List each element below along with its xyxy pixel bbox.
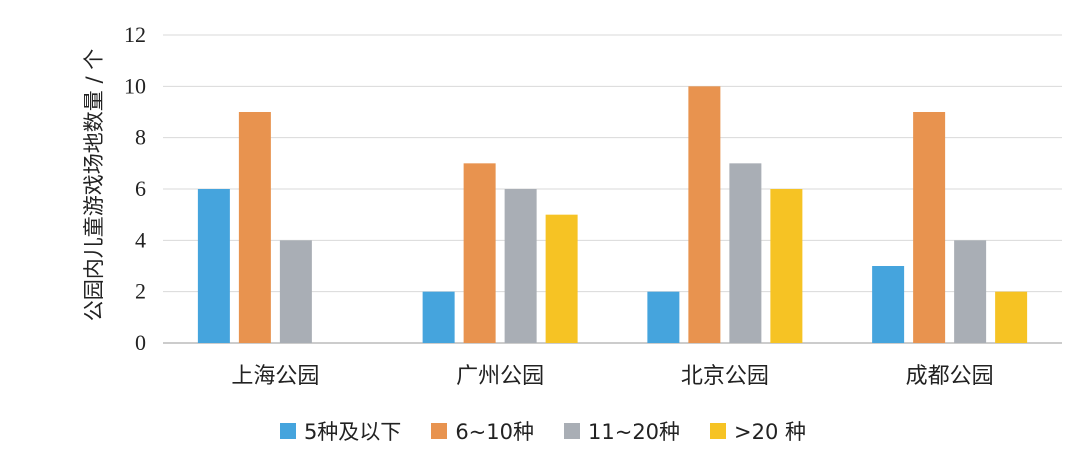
y-tick-label: 4 [135,227,146,252]
bar [770,189,803,343]
bars [197,86,1028,343]
bar [954,240,987,343]
bar [504,189,537,343]
bar [422,291,455,343]
bar [913,112,946,343]
legend-label: >20 种 [734,420,807,444]
bar [995,291,1028,343]
bar [463,163,496,343]
bar [872,266,905,343]
bar [197,189,230,343]
y-axis-label: 公园内儿童游戏场地数量 / 个 [82,49,106,321]
y-tick-label: 8 [135,125,146,150]
legend: 5种及以下 6~10种 11~20种 >20 种 [0,416,1086,446]
legend-item: 5种及以下 [279,416,402,446]
bar [279,240,312,343]
legend-swatch [431,423,448,439]
bar [688,86,721,343]
bar [647,291,680,343]
legend-item: >20 种 [710,416,806,446]
legend-label: 6~10种 [455,420,534,444]
y-tick-label: 12 [124,22,146,47]
y-tick-label: 2 [135,279,146,304]
y-tick-label: 6 [135,176,146,201]
bar-chart: 0 2 4 6 8 10 12 上海公园 广州公园 北京公园 成都公园 公园内儿童游戏场地数量 /… [82,22,1062,389]
legend-item: 11~20种 [564,416,680,446]
category-label: 成都公园 [906,364,994,389]
y-tick-label: 0 [135,330,146,355]
category-labels: 上海公园 广州公园 北京公园 成都公园 [231,364,993,389]
bar [729,163,762,343]
bar [545,214,578,343]
category-label: 广州公园 [456,364,544,389]
legend-swatch [279,423,296,439]
category-label: 上海公园 [231,364,319,389]
bar [238,112,271,343]
legend-item: 6~10种 [431,416,534,446]
legend-swatch [710,423,727,439]
legend-label: 11~20种 [588,420,681,444]
y-tick-labels: 0 2 4 6 8 10 12 [124,22,146,355]
gridlines [163,34,1062,344]
category-label: 北京公园 [681,364,769,389]
legend-swatch [564,423,580,439]
legend-label: 5种及以下 [303,420,402,444]
y-tick-label: 10 [124,73,146,98]
